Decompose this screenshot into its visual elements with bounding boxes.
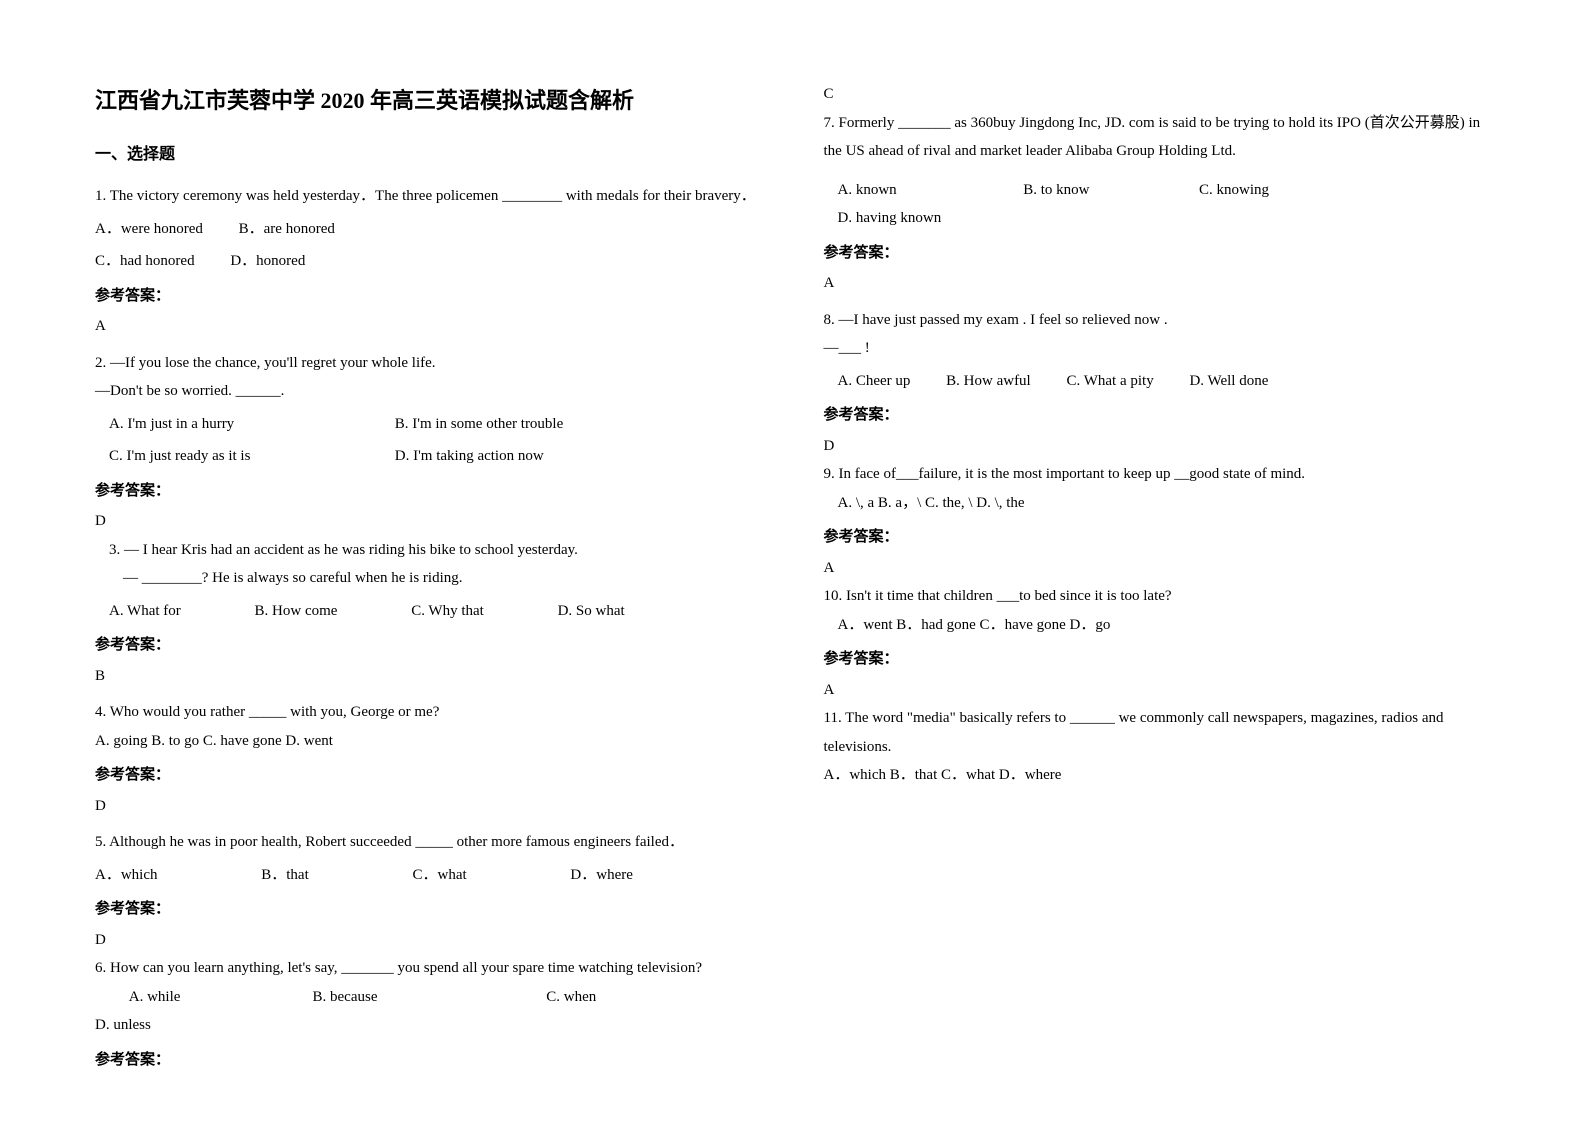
q1-option-b: B．are honored bbox=[239, 215, 335, 244]
q1-option-c: C．had honored bbox=[95, 247, 195, 276]
q2-options-row2: C. I'm just ready as it is D. I'm taking… bbox=[95, 442, 764, 471]
q7-option-c: C. knowing bbox=[1199, 176, 1369, 205]
q1-options-row2: C．had honored D．honored bbox=[95, 247, 764, 276]
q7-option-b: B. to know bbox=[1023, 176, 1163, 205]
q8-answer-label: 参考答案： bbox=[824, 401, 1493, 430]
q6-option-b: B. because bbox=[313, 983, 543, 1012]
q8-options: A. Cheer up B. How awful C. What a pity … bbox=[824, 367, 1493, 396]
q5-stem: 5. Although he was in poor health, Rober… bbox=[95, 828, 764, 857]
q5-option-d: D．where bbox=[570, 861, 632, 890]
q1-answer: A bbox=[95, 312, 764, 341]
q7-option-d: D. having known bbox=[838, 204, 942, 233]
q7-stem: 7. Formerly _______ as 360buy Jingdong I… bbox=[824, 109, 1493, 166]
q4-options: A. going B. to go C. have gone D. went bbox=[95, 727, 764, 756]
q8-option-b: B. How awful bbox=[946, 367, 1031, 396]
q2-option-b: B. I'm in some other trouble bbox=[395, 410, 564, 439]
q5-option-c: C．what bbox=[413, 861, 467, 890]
q1-options-row1: A．were honored B．are honored bbox=[95, 215, 764, 244]
q9-stem: 9. In face of___failure, it is the most … bbox=[824, 460, 1493, 489]
q11-options: A．which B．that C．what D．where bbox=[824, 761, 1493, 790]
q5-option-a: A．which bbox=[95, 861, 158, 890]
q2-option-a: A. I'm just in a hurry bbox=[109, 410, 359, 439]
q3-option-a: A. What for bbox=[109, 597, 181, 626]
q11-stem: 11. The word "media" basically refers to… bbox=[824, 704, 1493, 761]
q8-option-c: C. What a pity bbox=[1066, 367, 1153, 396]
q6-option-d: D. unless bbox=[95, 1017, 151, 1033]
q8-stem-2: —___ ! bbox=[824, 334, 1493, 363]
q6-options: A. while B. because C. when D. unless bbox=[95, 983, 764, 1040]
q8-stem-1: 8. —I have just passed my exam . I feel … bbox=[824, 306, 1493, 335]
exam-page: 江西省九江市芙蓉中学 2020 年高三英语模拟试题含解析 一、选择题 1. Th… bbox=[0, 0, 1587, 1122]
q10-answer: A bbox=[824, 676, 1493, 705]
q3-option-c: C. Why that bbox=[411, 597, 484, 626]
q3-option-b: B. How come bbox=[255, 597, 338, 626]
q5-options: A．which B．that C．what D．where bbox=[95, 861, 764, 890]
q4-answer: D bbox=[95, 792, 764, 821]
q2-option-c: C. I'm just ready as it is bbox=[109, 442, 359, 471]
q1-answer-label: 参考答案： bbox=[95, 282, 764, 311]
q3-stem-2: — ________? He is always so careful when… bbox=[95, 564, 764, 593]
q2-stem-2: —Don't be so worried. ______. bbox=[95, 377, 764, 406]
q6-answer: C bbox=[824, 80, 1493, 109]
q4-stem: 4. Who would you rather _____ with you, … bbox=[95, 698, 764, 727]
q6-option-a: A. while bbox=[129, 983, 309, 1012]
q2-stem-1: 2. —If you lose the chance, you'll regre… bbox=[95, 349, 764, 378]
q2-answer-label: 参考答案： bbox=[95, 477, 764, 506]
q3-stem-1: 3. — I hear Kris had an accident as he w… bbox=[95, 536, 764, 565]
q7-options: A. known B. to know C. knowing D. having… bbox=[824, 176, 1493, 233]
q8-option-d: D. Well done bbox=[1189, 367, 1268, 396]
q8-answer: D bbox=[824, 432, 1493, 461]
q9-answer-label: 参考答案： bbox=[824, 523, 1493, 552]
q2-option-d: D. I'm taking action now bbox=[395, 442, 544, 471]
q3-option-d: D. So what bbox=[558, 597, 625, 626]
q6-option-c: C. when bbox=[546, 983, 746, 1012]
exam-title: 江西省九江市芙蓉中学 2020 年高三英语模拟试题含解析 bbox=[95, 80, 764, 122]
q8-option-a: A. Cheer up bbox=[838, 367, 911, 396]
q10-options: A．went B．had gone C．have gone D．go bbox=[824, 611, 1493, 640]
q6-answer-label: 参考答案： bbox=[95, 1046, 764, 1075]
q10-stem: 10. Isn't it time that children ___to be… bbox=[824, 582, 1493, 611]
q3-answer-label: 参考答案： bbox=[95, 631, 764, 660]
q7-answer: A bbox=[824, 269, 1493, 298]
q3-options: A. What for B. How come C. Why that D. S… bbox=[95, 597, 764, 626]
q5-answer-label: 参考答案： bbox=[95, 895, 764, 924]
q1-option-d: D．honored bbox=[230, 247, 305, 276]
q5-answer: D bbox=[95, 926, 764, 955]
q9-answer: A bbox=[824, 554, 1493, 583]
q2-options-row1: A. I'm just in a hurry B. I'm in some ot… bbox=[95, 410, 764, 439]
q10-answer-label: 参考答案： bbox=[824, 645, 1493, 674]
section-1-header: 一、选择题 bbox=[95, 140, 764, 170]
q9-options: A. \, a B. a，\ C. the, \ D. \, the bbox=[824, 489, 1493, 518]
q5-option-b: B．that bbox=[261, 861, 309, 890]
q4-answer-label: 参考答案： bbox=[95, 761, 764, 790]
q1-option-a: A．were honored bbox=[95, 215, 203, 244]
q1-stem: 1. The victory ceremony was held yesterd… bbox=[95, 182, 764, 211]
q7-answer-label: 参考答案： bbox=[824, 239, 1493, 268]
q2-answer: D bbox=[95, 507, 764, 536]
q3-answer: B bbox=[95, 662, 764, 691]
q6-stem: 6. How can you learn anything, let's say… bbox=[95, 954, 764, 983]
q7-option-a: A. known bbox=[838, 176, 988, 205]
